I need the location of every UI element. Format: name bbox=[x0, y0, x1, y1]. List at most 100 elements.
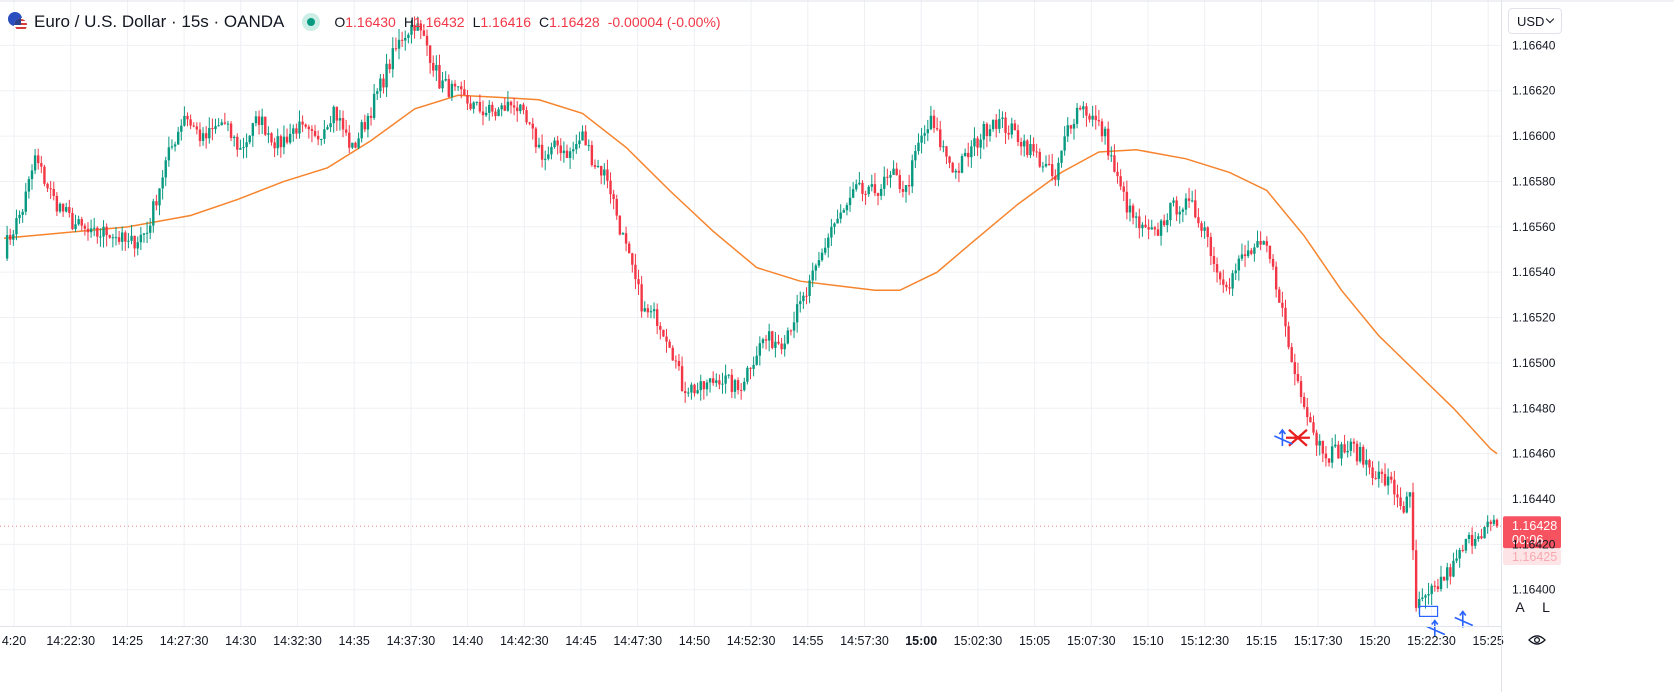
candle-body bbox=[556, 140, 559, 146]
auto-scale-button[interactable]: A bbox=[1515, 599, 1525, 615]
candle-body bbox=[1455, 558, 1458, 561]
candle-body bbox=[472, 102, 475, 109]
candle-body bbox=[627, 243, 631, 254]
candle-body bbox=[220, 122, 223, 126]
log-scale-button[interactable]: L bbox=[1542, 599, 1550, 615]
candle-body bbox=[823, 247, 827, 253]
candle-body bbox=[108, 235, 111, 238]
candle-body bbox=[139, 234, 143, 243]
candlestick-series bbox=[5, 16, 1499, 615]
x-tick-label: 15:05 bbox=[1019, 634, 1050, 648]
candle-body bbox=[282, 136, 286, 148]
candle-body bbox=[1374, 477, 1377, 479]
candle-body bbox=[1225, 284, 1228, 288]
candle-body bbox=[310, 129, 314, 131]
candle-body bbox=[1072, 123, 1076, 129]
candle-body bbox=[702, 381, 706, 390]
candle-body bbox=[407, 34, 410, 38]
candle-body bbox=[413, 24, 416, 31]
candle-body bbox=[746, 367, 749, 382]
candle-body bbox=[223, 122, 227, 124]
arrow-up-icon[interactable] bbox=[1274, 428, 1293, 447]
candle-body bbox=[1004, 117, 1007, 133]
symbol-title[interactable]: Euro / U.S. Dollar · 15s · OANDA bbox=[34, 12, 285, 31]
rectangle-drawing[interactable] bbox=[1418, 605, 1439, 617]
x-tick-label: 14:32:30 bbox=[273, 634, 322, 648]
eur-usd-flag-icon bbox=[8, 12, 28, 32]
currency-selector[interactable]: USD bbox=[1508, 8, 1562, 34]
candle-body bbox=[711, 378, 715, 383]
candle-body bbox=[1424, 595, 1427, 598]
candle-body bbox=[1209, 237, 1213, 256]
y-tick-label: 1.16600 bbox=[1512, 129, 1556, 143]
candle-body bbox=[1060, 150, 1063, 163]
candle-body bbox=[419, 23, 422, 31]
candle-body bbox=[1184, 198, 1188, 210]
candle-body bbox=[1371, 467, 1374, 478]
ma-path bbox=[3, 94, 1498, 455]
eye-icon[interactable] bbox=[1528, 633, 1546, 647]
candle-body bbox=[767, 331, 771, 341]
candle-body bbox=[254, 116, 258, 124]
candle-body bbox=[1278, 289, 1281, 303]
candle-body bbox=[1274, 266, 1278, 290]
candle-body bbox=[792, 322, 796, 331]
candle-body bbox=[848, 197, 852, 206]
candle-body bbox=[590, 145, 594, 166]
candle-body bbox=[58, 203, 62, 212]
secondary-price-tag bbox=[1503, 549, 1561, 566]
candle-body bbox=[155, 201, 158, 206]
x-tick-label: 14:40 bbox=[452, 634, 483, 648]
candle-body bbox=[1464, 538, 1468, 551]
candle-body bbox=[357, 138, 360, 148]
open-label: O bbox=[334, 14, 346, 30]
candle-body bbox=[376, 91, 379, 94]
candle-body bbox=[142, 233, 146, 235]
candle-body bbox=[836, 218, 839, 224]
candle-body bbox=[102, 226, 105, 237]
candle-body bbox=[61, 203, 65, 212]
candle-body bbox=[1013, 123, 1017, 131]
candle-body bbox=[40, 163, 43, 167]
candle-body bbox=[954, 170, 957, 173]
candle-body bbox=[596, 165, 600, 167]
candle-body bbox=[1380, 471, 1384, 474]
candle-body bbox=[316, 135, 320, 140]
arrow-up-icon[interactable] bbox=[1454, 610, 1474, 628]
candle-body bbox=[360, 122, 363, 139]
candle-body bbox=[761, 339, 765, 344]
candle-body bbox=[329, 123, 332, 128]
candle-body bbox=[963, 152, 967, 157]
arrow-up-icon[interactable] bbox=[1426, 619, 1446, 637]
candle-body bbox=[1386, 476, 1390, 486]
candle-body bbox=[456, 86, 460, 88]
candle-body bbox=[1486, 521, 1489, 528]
candle-body bbox=[208, 127, 211, 139]
candle-body bbox=[631, 253, 634, 265]
candle-body bbox=[382, 78, 385, 88]
candle-body bbox=[1256, 241, 1259, 248]
candle-body bbox=[65, 207, 68, 212]
candle-body bbox=[873, 184, 877, 194]
candle-body bbox=[326, 127, 329, 130]
x-tick-label: 14:22:30 bbox=[46, 634, 95, 648]
candle-body bbox=[158, 188, 161, 206]
candle-body bbox=[895, 168, 898, 176]
candle-body bbox=[1427, 594, 1430, 596]
candle-body bbox=[1480, 536, 1483, 539]
candle-body bbox=[652, 309, 656, 312]
candle-body bbox=[1097, 120, 1101, 122]
x-tick-label: 14:27:30 bbox=[160, 634, 209, 648]
x-tick-label: 15:25 bbox=[1473, 634, 1504, 648]
candle-body bbox=[892, 168, 895, 175]
candle-body bbox=[1467, 534, 1471, 539]
candle-body bbox=[662, 329, 665, 337]
candle-body bbox=[27, 179, 31, 192]
y-tick-label: 1.16500 bbox=[1512, 356, 1556, 370]
candle-body bbox=[584, 131, 587, 146]
candle-body bbox=[83, 225, 87, 229]
candle-body bbox=[245, 142, 248, 148]
candle-body bbox=[99, 236, 102, 238]
drawing-annotations[interactable] bbox=[1274, 428, 1474, 637]
